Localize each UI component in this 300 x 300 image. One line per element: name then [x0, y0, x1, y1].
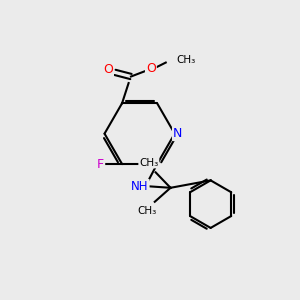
Text: N: N [173, 127, 182, 140]
Text: O: O [103, 63, 113, 76]
Text: F: F [97, 158, 104, 170]
Text: NH: NH [131, 180, 148, 193]
Text: CH₃: CH₃ [139, 158, 158, 167]
Text: CH₃: CH₃ [138, 206, 157, 216]
Text: CH₃: CH₃ [176, 55, 195, 65]
Text: O: O [146, 62, 156, 75]
